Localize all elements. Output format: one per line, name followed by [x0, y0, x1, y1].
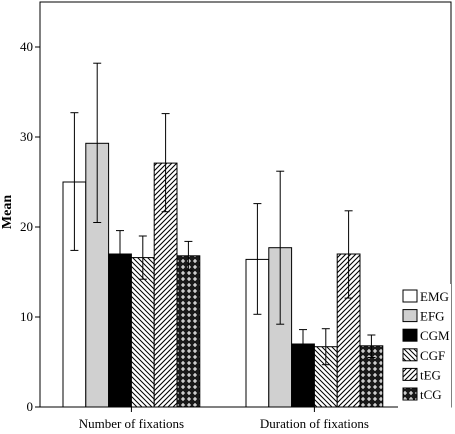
legend-label-teg: tEG — [420, 367, 441, 382]
legend-swatch-cgm — [402, 328, 418, 342]
bar-cgf-number — [130, 257, 155, 408]
y-tick-label: 10 — [20, 309, 33, 324]
x-axis: Number of fixations Duration of fixations — [79, 407, 369, 431]
y-tick-label: 30 — [20, 129, 33, 144]
legend-swatch-tcg — [402, 387, 418, 401]
y-tick-label: 0 — [27, 399, 34, 414]
legend: EMG EFG CGM CGF tEG tCG — [398, 284, 451, 411]
legend-swatch-cgf — [402, 348, 418, 362]
error-bars — [70, 62, 376, 366]
legend-swatch-emg — [402, 289, 418, 303]
legend-label-cgm: CGM — [420, 328, 450, 343]
legend-swatch-teg — [402, 367, 418, 381]
legend-label-emg: EMG — [420, 289, 449, 304]
legend-label-efg: EFG — [420, 309, 445, 324]
legend-label-tcg: tCG — [420, 387, 442, 402]
y-axis: 0 10 20 30 40 — [20, 39, 40, 414]
legend-label-cgf: CGF — [420, 348, 445, 363]
x-tick-label: Number of fixations — [79, 416, 184, 431]
x-tick-label: Duration of fixations — [260, 416, 369, 431]
bar-tcg-number — [176, 255, 201, 408]
bars — [62, 142, 384, 408]
y-tick-label: 40 — [20, 39, 33, 54]
legend-swatch-efg — [402, 309, 418, 323]
y-tick-label: 20 — [20, 219, 33, 234]
y-axis-label: Mean — [0, 195, 15, 229]
